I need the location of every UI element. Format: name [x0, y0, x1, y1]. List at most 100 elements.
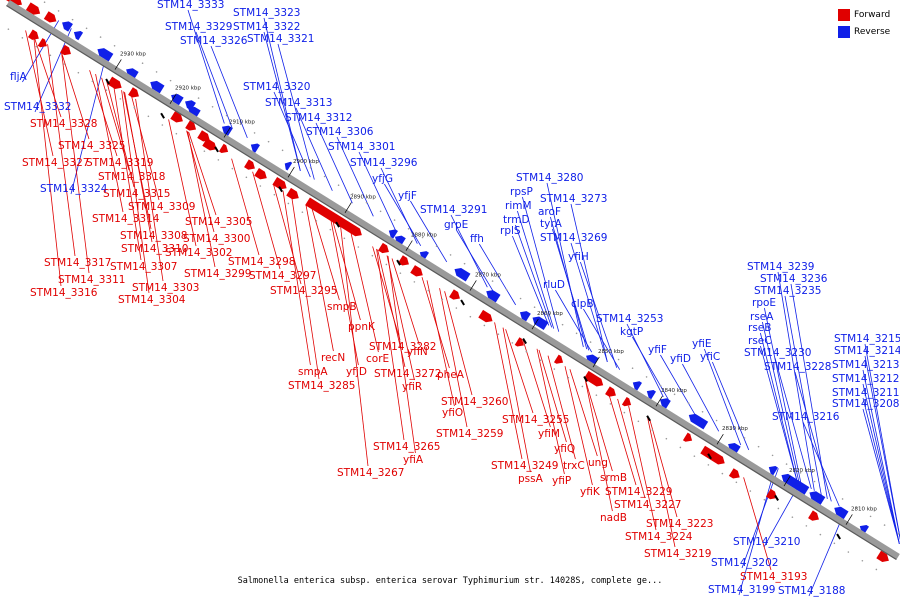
- track-dot: [253, 132, 256, 134]
- forward-gene-label: STM14_3249: [491, 460, 558, 472]
- forward-gene-label: STM14_3259: [436, 428, 503, 440]
- tick-label: 2850 kbp: [598, 349, 624, 355]
- track-dot: [637, 420, 640, 423]
- reverse-gene-label: STM14_3211: [832, 387, 899, 399]
- forward-gene: [37, 38, 47, 48]
- track-dot: [897, 532, 900, 535]
- track-dot: [393, 219, 396, 221]
- forward-gene: [449, 289, 460, 300]
- tick-mark: [531, 318, 539, 330]
- forward-gene: [128, 87, 139, 98]
- track-dot: [777, 507, 780, 510]
- track-dot: [77, 71, 80, 74]
- track-dot: [707, 464, 710, 466]
- forward-gene: [185, 120, 197, 131]
- track-dot: [113, 44, 116, 47]
- tick-mark: [169, 93, 177, 105]
- reverse-gene-label: STM14_3215: [834, 333, 900, 345]
- track-dot: [119, 98, 122, 100]
- forward-gene-label: STM14_3311: [58, 274, 125, 286]
- track-dot: [833, 542, 836, 545]
- track-dot: [57, 10, 60, 12]
- track-dot: [337, 184, 340, 187]
- forward-gene-label: yfiK: [580, 486, 601, 498]
- track-dot: [575, 332, 578, 335]
- forward-gene-label: STM14_3319: [86, 157, 153, 169]
- reverse-gene: [388, 229, 398, 239]
- tick-mark: [783, 475, 791, 487]
- tick-label: 2810 kbp: [851, 506, 877, 512]
- tick-label: 2900 kbp: [293, 159, 319, 165]
- track-dot: [505, 288, 508, 291]
- tick-label: 2830 kbp: [722, 426, 748, 432]
- track-dot: [701, 410, 704, 413]
- forward-swatch: [838, 9, 850, 21]
- reverse-leader-line: [210, 45, 248, 138]
- reverse-leader-line: [802, 421, 840, 507]
- reverse-gene-label: STM14_3322: [233, 21, 300, 33]
- reverse-leader-line: [862, 369, 900, 544]
- track-dot: [407, 227, 410, 230]
- track-dot: [91, 80, 94, 83]
- reverse-gene-label: tyrA: [540, 218, 563, 230]
- track-dot: [435, 245, 438, 248]
- legend: Forward Reverse: [838, 8, 898, 42]
- forward-gene-label: STM14_3316: [30, 287, 98, 299]
- forward-leader-line: [332, 221, 361, 321]
- track-dot: [63, 63, 66, 65]
- track-dot: [35, 45, 38, 48]
- track-dot: [581, 385, 584, 388]
- forward-gene: [553, 354, 564, 364]
- track-dot: [869, 515, 872, 518]
- forward-gene: [244, 159, 255, 170]
- track-dot: [883, 524, 886, 526]
- forward-gene-label: yfiP: [552, 475, 571, 487]
- forward-leader-line: [608, 393, 637, 486]
- reverse-gene: [185, 100, 196, 111]
- reverse-gene-label: STM14_3323: [233, 7, 300, 19]
- forward-leader-line: [33, 35, 62, 118]
- reverse-gene: [532, 316, 549, 330]
- track-dot: [721, 472, 724, 475]
- forward-leader-line: [564, 366, 593, 486]
- forward-gene-label: yfiM: [538, 428, 560, 440]
- forward-gene-label: STM14_3229: [605, 486, 672, 498]
- track-dot: [673, 393, 676, 396]
- forward-leader-line: [305, 204, 334, 352]
- track-dot: [365, 201, 368, 204]
- track-dot: [617, 358, 620, 361]
- forward-leader-line: [505, 329, 534, 414]
- forward-leader-line: [444, 291, 473, 396]
- forward-gene: [25, 2, 41, 15]
- track-dot: [553, 368, 556, 370]
- track-dot: [749, 490, 752, 492]
- track-dot: [525, 350, 528, 353]
- reverse-gene: [728, 442, 741, 455]
- reverse-gene-label: STM14_3329: [165, 21, 232, 33]
- forward-gene-label: STM14_3219: [644, 548, 711, 560]
- forward-gene-label: yfiN: [407, 346, 428, 358]
- forward-gene: [398, 255, 409, 266]
- forward-gene-label: STM14_3297: [249, 270, 316, 282]
- track-dot: [791, 516, 794, 518]
- reverse-gene-label: yfiF: [648, 344, 667, 356]
- reverse-gene-label: rluD: [543, 279, 565, 291]
- reverse-leader-line: [522, 196, 560, 332]
- tick-bar: [460, 299, 465, 306]
- reverse-leader-line: [358, 151, 396, 231]
- reverse-leader-line: [277, 43, 315, 180]
- reverse-gene-label: clpB: [571, 298, 594, 310]
- forward-leader-line: [426, 280, 455, 407]
- reverse-leader-line: [456, 229, 494, 291]
- reverse-gene-label: aroF: [538, 206, 561, 218]
- forward-leader-line: [743, 477, 772, 571]
- track-dot: [623, 411, 626, 414]
- tick-bar: [105, 78, 110, 85]
- track-dot: [21, 37, 24, 39]
- track-dot: [477, 271, 480, 274]
- forward-leader-line: [649, 418, 678, 518]
- reverse-leader-line: [410, 200, 448, 263]
- forward-gene: [60, 44, 71, 56]
- forward-leader-line: [350, 232, 379, 353]
